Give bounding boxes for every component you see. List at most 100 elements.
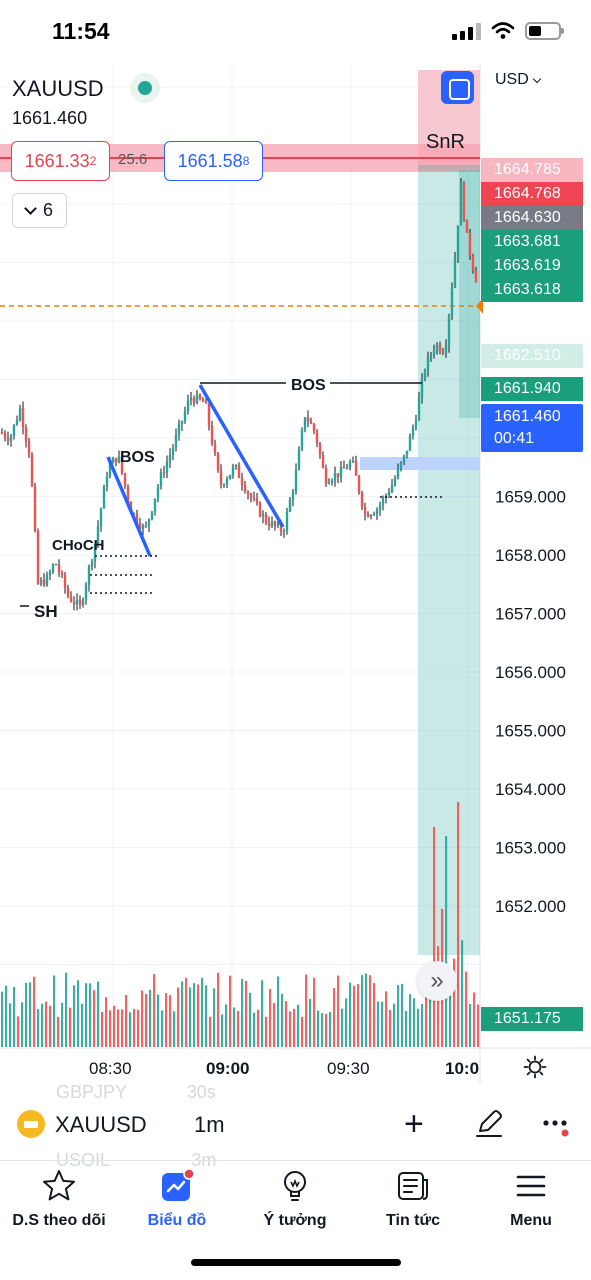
candle-body: [237, 464, 241, 478]
candle-body: [144, 525, 148, 528]
candle-body: [276, 523, 280, 526]
nav-item-watchlist[interactable]: D.S theo dõi: [0, 1168, 118, 1230]
candle-body: [240, 477, 244, 485]
candle-body: [18, 408, 22, 421]
indicators-toggle-button[interactable]: 6: [12, 193, 67, 228]
time-axis-labels: 08:30 09:00 09:30 10:0: [89, 1059, 479, 1078]
volume-bar: [241, 978, 244, 1047]
price-tag: 1663.618: [481, 278, 583, 302]
volume-bar: [17, 1016, 20, 1047]
volume-bar: [353, 985, 356, 1047]
demand-zone: [360, 457, 480, 470]
candle-body: [135, 513, 139, 524]
nav-item-ideas[interactable]: Ý tưởng: [236, 1168, 354, 1230]
volume-bar: [157, 994, 160, 1047]
pencil-icon[interactable]: [474, 1108, 504, 1138]
currency-selector[interactable]: USD: [495, 71, 542, 89]
scroll-to-realtime-button[interactable]: »: [417, 961, 457, 1001]
candle-body: [456, 225, 460, 258]
candle-body: [48, 572, 52, 575]
candle-body: [36, 530, 40, 584]
volume-bar: [409, 994, 412, 1047]
candle-body: [324, 467, 328, 484]
volume-bar: [25, 982, 28, 1047]
candle-body: [213, 443, 217, 454]
ghost-interval: 30s: [186, 1082, 216, 1102]
candle-body: [297, 449, 301, 470]
candle-body: [120, 456, 124, 474]
chart-area[interactable]: BOS BOS CHoCH SH SnR 1663.0001660.000165…: [0, 64, 591, 1084]
candle-body: [195, 394, 199, 404]
candle-body: [351, 460, 355, 462]
volume-bar: [177, 987, 180, 1047]
candle-body: [123, 473, 127, 487]
price-tag: 1651.175: [481, 1007, 583, 1031]
candle-body: [102, 486, 106, 509]
plus-icon[interactable]: +: [404, 1105, 424, 1143]
candle-body: [69, 596, 73, 602]
volume-bar: [21, 1002, 24, 1047]
volume-bar: [349, 982, 352, 1047]
volume-bars: [1, 802, 480, 1047]
interval-selector[interactable]: 1m: [194, 1112, 225, 1137]
candle-body: [231, 467, 235, 475]
volume-bar: [141, 990, 144, 1047]
sell-button[interactable]: 1661.33 2: [11, 141, 110, 181]
candle-body: [309, 421, 313, 424]
candle-body: [141, 525, 145, 529]
buy-price-pipette: 8: [242, 154, 250, 168]
volume-bar: [189, 987, 192, 1047]
candle-body: [45, 574, 49, 586]
volume-bar: [133, 1009, 136, 1047]
candle-body: [66, 587, 70, 597]
volume-bar: [209, 1016, 212, 1047]
nav-item-chart[interactable]: Biểu đồ: [118, 1168, 236, 1230]
more-dots-icon[interactable]: [542, 1108, 572, 1138]
price-tag: 1664.768: [481, 182, 583, 206]
volume-bar: [101, 1011, 104, 1047]
symbol-selector[interactable]: XAUUSD: [55, 1112, 147, 1137]
nav-label: D.S theo dõi: [12, 1212, 106, 1229]
volume-bar: [317, 1010, 320, 1047]
price-tag: 1664.785: [481, 158, 583, 182]
candle-body: [273, 521, 277, 526]
candle-body: [402, 455, 406, 463]
candle-body: [180, 421, 184, 425]
volume-bar: [29, 982, 32, 1047]
candle-body: [111, 457, 115, 464]
candle-body: [204, 401, 208, 404]
volume-bar: [5, 985, 8, 1047]
last-price-tag: 1661.460 00:41: [481, 404, 583, 452]
candle-body: [153, 498, 157, 512]
candle-body: [108, 463, 112, 477]
volume-bar: [393, 1003, 396, 1047]
volume-bar: [69, 1007, 72, 1047]
candle-body: [291, 491, 295, 500]
buy-button[interactable]: 1661.58 8: [164, 141, 263, 181]
fullscreen-icon[interactable]: [441, 71, 474, 104]
volume-bar: [301, 1016, 304, 1047]
ghost-symbol: GBPJPY: [56, 1082, 127, 1102]
nav-label: Menu: [510, 1212, 552, 1229]
nav-item-news[interactable]: Tin tức: [354, 1168, 472, 1230]
chart-settings-gear-icon[interactable]: [522, 1054, 548, 1080]
volume-bar: [237, 1010, 240, 1047]
nav-item-menu[interactable]: Menu: [472, 1168, 590, 1230]
volume-bar: [117, 1009, 120, 1047]
bos-label-1: BOS: [291, 377, 326, 394]
candle-body: [468, 232, 472, 256]
volume-bar: [333, 988, 336, 1047]
candle-body: [216, 453, 220, 471]
volume-bar: [453, 958, 456, 1047]
volume-bar: [97, 981, 100, 1047]
last-price-value: 1661.460: [494, 408, 561, 425]
volume-bar: [33, 976, 36, 1047]
chart-icon: [162, 1168, 195, 1201]
volume-bar: [125, 995, 128, 1047]
candle-body: [132, 513, 136, 515]
candle-body: [96, 526, 100, 544]
chart-symbol-title[interactable]: XAUUSD: [12, 76, 104, 101]
chart-grid: [0, 64, 591, 1084]
menu-icon: [516, 1175, 546, 1197]
volume-bar: [153, 974, 156, 1047]
